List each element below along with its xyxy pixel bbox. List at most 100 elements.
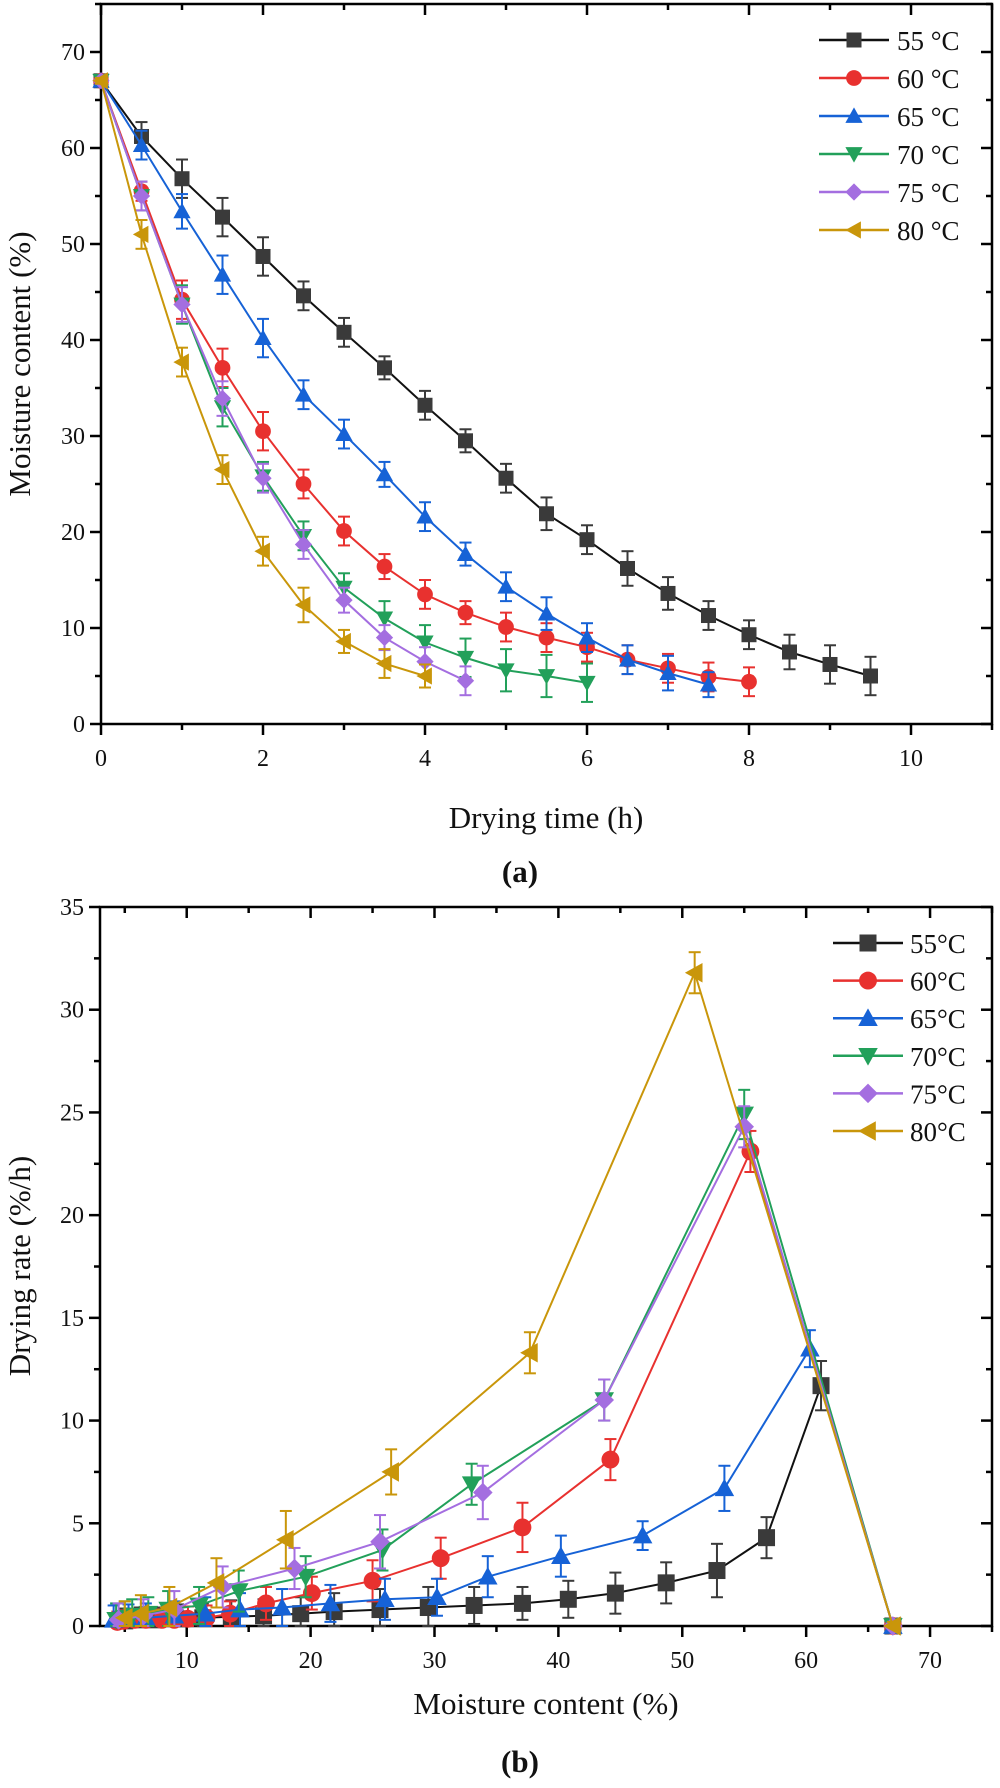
y-tick-label: 25 <box>60 1100 84 1126</box>
data-point-70 <box>416 635 434 652</box>
data-point-70 <box>228 1583 249 1601</box>
chart-b-xlabel: Moisture content (%) <box>413 1686 678 1721</box>
series-line-75 <box>100 80 466 682</box>
data-point-75 <box>284 1558 305 1579</box>
legend-marker-triangle-left <box>858 1121 876 1141</box>
series-65 <box>92 72 718 699</box>
data-point-65 <box>375 1589 395 1608</box>
data-point-55 <box>606 1584 624 1602</box>
x-tick-label: 10 <box>899 746 923 772</box>
data-point-65 <box>254 329 272 345</box>
x-tick-label: 4 <box>419 746 431 772</box>
data-point-75 <box>594 1390 615 1410</box>
legend-label: 70 °C <box>897 140 960 170</box>
data-point-80 <box>213 460 230 479</box>
legend-item-80: 80°C <box>833 1117 966 1147</box>
chart-a-ylabel: Moisture content (%) <box>2 231 37 496</box>
data-point-75 <box>335 591 353 609</box>
x-tick-label: 60 <box>794 1648 818 1674</box>
data-point-65 <box>213 266 232 282</box>
series-70 <box>106 1088 903 1636</box>
series-80 <box>115 951 901 1636</box>
series-line-65 <box>113 1346 894 1627</box>
data-point-80 <box>92 72 108 90</box>
data-point-80 <box>375 654 392 673</box>
data-point-55 <box>708 1562 726 1580</box>
data-point-80 <box>381 1462 399 1482</box>
y-tick-label: 20 <box>60 1203 84 1229</box>
y-tick-label: 40 <box>61 328 85 354</box>
data-point-65 <box>375 465 394 482</box>
data-point-55 <box>579 532 595 548</box>
legend-marker-square <box>846 32 862 48</box>
data-point-75 <box>456 672 475 690</box>
data-point-65 <box>272 1597 292 1616</box>
data-point-55 <box>620 560 635 576</box>
x-tick-label: 2 <box>257 746 269 772</box>
data-point-75 <box>254 469 272 487</box>
legend-marker-triangle-up <box>858 1008 878 1027</box>
data-point-55 <box>657 1574 675 1592</box>
legend-label: 75°C <box>910 1079 966 1109</box>
data-point-60 <box>498 619 514 635</box>
data-point-55 <box>458 433 473 449</box>
x-tick-label: 70 <box>918 1648 942 1674</box>
data-point-65 <box>195 1603 216 1622</box>
data-point-60 <box>431 1549 450 1568</box>
data-point-55 <box>417 397 433 413</box>
legend-item-65: 65°C <box>833 1004 966 1034</box>
legend-label: 70°C <box>910 1042 966 1072</box>
y-tick-label: 5 <box>72 1511 84 1537</box>
legend-marker-circle <box>846 70 862 86</box>
data-point-65 <box>714 1478 735 1497</box>
y-tick-label: 0 <box>73 712 85 738</box>
y-tick-label: 50 <box>61 232 85 258</box>
legend-item-75: 75 °C <box>819 178 960 208</box>
series-line-65 <box>100 80 709 686</box>
data-point-60 <box>295 476 312 492</box>
data-point-70 <box>537 669 556 685</box>
data-point-60 <box>363 1571 382 1590</box>
data-point-55 <box>296 288 311 304</box>
legend-item-60: 60 °C <box>819 64 960 94</box>
chart-b-ylabel: Drying rate (%/h) <box>2 1156 37 1376</box>
legend-marker-circle <box>859 971 877 990</box>
data-point-80 <box>132 225 149 244</box>
y-tick-label: 35 <box>60 895 84 921</box>
data-point-65 <box>320 1593 341 1612</box>
data-point-65 <box>427 1587 447 1606</box>
data-point-65 <box>456 545 475 561</box>
x-tick-label: 30 <box>423 1648 447 1674</box>
y-tick-label: 20 <box>61 520 85 546</box>
series-line-55 <box>100 80 871 677</box>
y-tick-label: 30 <box>60 998 84 1024</box>
data-point-55 <box>559 1590 577 1608</box>
y-tick-label: 10 <box>61 616 85 642</box>
data-point-55 <box>863 668 878 684</box>
data-point-55 <box>215 209 230 225</box>
data-point-55 <box>498 470 514 486</box>
data-point-55 <box>822 656 838 672</box>
legend-marker-diamond <box>845 183 863 201</box>
series-line-70 <box>115 1111 894 1627</box>
data-point-65 <box>173 202 191 219</box>
legend-label: 75 °C <box>897 178 960 208</box>
x-tick-label: 8 <box>743 746 755 772</box>
data-point-80 <box>335 632 351 651</box>
chart-b: Moisture content (%) Drying rate (%/h) (… <box>2 895 994 1779</box>
data-point-80 <box>883 1616 901 1636</box>
y-tick-label: 0 <box>72 1614 84 1640</box>
legend-item-55: 55 °C <box>819 26 960 56</box>
data-point-75 <box>132 187 151 205</box>
data-point-80 <box>520 1343 538 1363</box>
data-point-70 <box>456 650 475 667</box>
data-point-55 <box>741 627 757 643</box>
y-tick-label: 30 <box>61 424 85 450</box>
data-point-65 <box>699 676 718 692</box>
data-point-55 <box>465 1596 483 1614</box>
chart-a-axes: 0 2 4 6 8 10 0 10 20 30 40 50 60 70 <box>61 2 994 772</box>
data-point-80 <box>115 1608 133 1628</box>
data-point-80 <box>173 353 189 371</box>
data-point-60 <box>257 1594 275 1613</box>
series-60 <box>93 72 757 698</box>
